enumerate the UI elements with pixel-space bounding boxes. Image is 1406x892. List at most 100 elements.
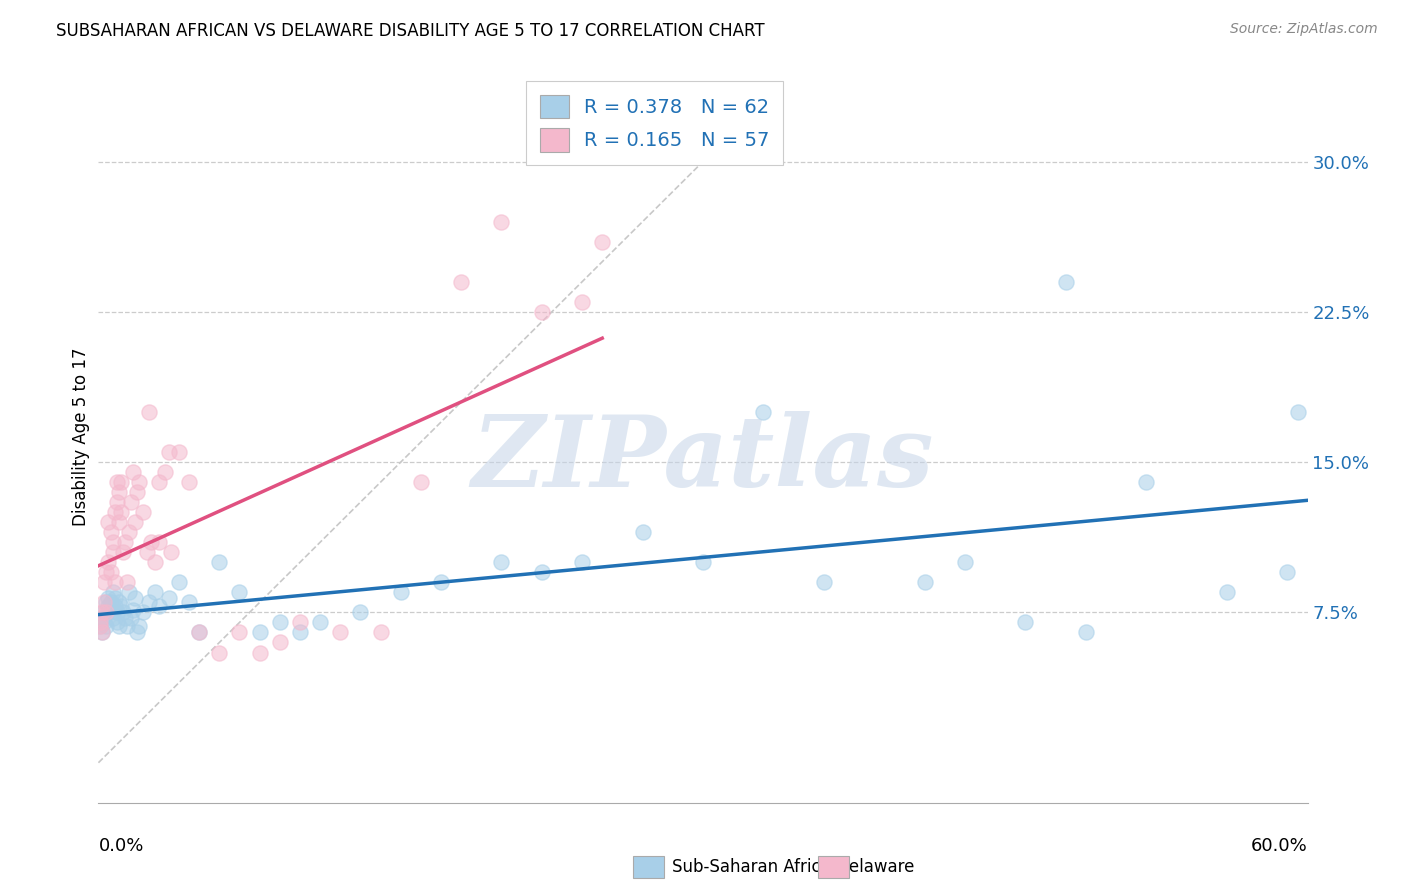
Point: [121, 603, 143, 617]
Point: [167, 445, 190, 459]
Point: [103, 599, 125, 614]
Point: [269, 635, 291, 649]
Point: [1277, 566, 1299, 580]
Point: [1135, 475, 1157, 490]
Point: [157, 591, 180, 606]
Point: [96, 595, 118, 609]
Point: [692, 555, 714, 569]
Point: [953, 555, 976, 569]
Point: [110, 599, 132, 614]
Point: [148, 599, 170, 614]
Point: [288, 625, 311, 640]
Point: [389, 585, 412, 599]
Point: [93, 615, 115, 630]
Point: [120, 611, 142, 625]
Point: [135, 545, 157, 559]
Text: SUBSAHARAN AFRICAN VS DELAWARE DISABILITY AGE 5 TO 17 CORRELATION CHART: SUBSAHARAN AFRICAN VS DELAWARE DISABILIT…: [56, 22, 765, 40]
Point: [111, 545, 134, 559]
Point: [118, 525, 141, 540]
Point: [91, 625, 114, 640]
Point: [1216, 585, 1239, 599]
Point: [228, 625, 250, 640]
Point: [115, 619, 138, 633]
Point: [97, 599, 120, 614]
Text: 0.0%: 0.0%: [98, 837, 143, 855]
Point: [430, 575, 453, 590]
Point: [530, 305, 553, 319]
Point: [530, 566, 553, 580]
Point: [93, 575, 115, 590]
Point: [349, 606, 371, 620]
Point: [132, 505, 155, 519]
Text: Sub-Saharan Africans: Sub-Saharan Africans: [672, 858, 851, 876]
Point: [125, 485, 148, 500]
Point: [103, 591, 125, 606]
Point: [91, 606, 114, 620]
Point: [100, 566, 122, 580]
Point: [813, 575, 835, 590]
Point: [153, 465, 176, 479]
Point: [105, 495, 128, 509]
Point: [105, 615, 128, 630]
Point: [89, 619, 111, 633]
Point: [96, 566, 118, 580]
Text: Source: ZipAtlas.com: Source: ZipAtlas.com: [1230, 22, 1378, 37]
Point: [91, 625, 114, 640]
Point: [208, 646, 231, 660]
Point: [97, 515, 120, 529]
Point: [139, 535, 162, 549]
Point: [167, 575, 190, 590]
Point: [107, 485, 129, 500]
Point: [115, 575, 138, 590]
Point: [249, 646, 271, 660]
Point: [132, 606, 155, 620]
Point: [110, 475, 132, 490]
Point: [107, 515, 129, 529]
Point: [138, 405, 160, 419]
Point: [143, 585, 166, 599]
Point: [148, 535, 170, 549]
Point: [101, 585, 124, 599]
Point: [491, 214, 513, 228]
Point: [124, 591, 146, 606]
Text: ZIPatlas: ZIPatlas: [472, 411, 934, 508]
Point: [101, 545, 124, 559]
Point: [591, 235, 613, 249]
Point: [103, 505, 125, 519]
Point: [114, 611, 136, 625]
Point: [97, 591, 120, 606]
Point: [128, 619, 150, 633]
Point: [370, 625, 392, 640]
Point: [143, 555, 166, 569]
Point: [177, 475, 201, 490]
Point: [105, 475, 128, 490]
Point: [1014, 615, 1036, 630]
Point: [111, 606, 134, 620]
Point: [114, 535, 136, 549]
Point: [93, 606, 115, 620]
Point: [89, 619, 111, 633]
Point: [329, 625, 352, 640]
Point: [105, 606, 128, 620]
Legend: R = 0.378   N = 62, R = 0.165   N = 57: R = 0.378 N = 62, R = 0.165 N = 57: [526, 81, 783, 166]
Point: [93, 595, 115, 609]
Point: [450, 275, 472, 289]
Point: [96, 606, 118, 620]
Point: [125, 625, 148, 640]
Point: [121, 465, 143, 479]
Point: [177, 595, 201, 609]
Point: [157, 445, 180, 459]
Point: [100, 595, 122, 609]
Point: [138, 595, 160, 609]
Point: [124, 515, 146, 529]
Point: [97, 555, 120, 569]
Text: 60.0%: 60.0%: [1251, 837, 1308, 855]
Point: [409, 475, 432, 490]
Point: [107, 619, 129, 633]
Point: [188, 625, 211, 640]
Point: [188, 625, 211, 640]
Point: [103, 575, 125, 590]
Point: [491, 555, 513, 569]
Point: [89, 615, 111, 630]
Point: [631, 525, 654, 540]
